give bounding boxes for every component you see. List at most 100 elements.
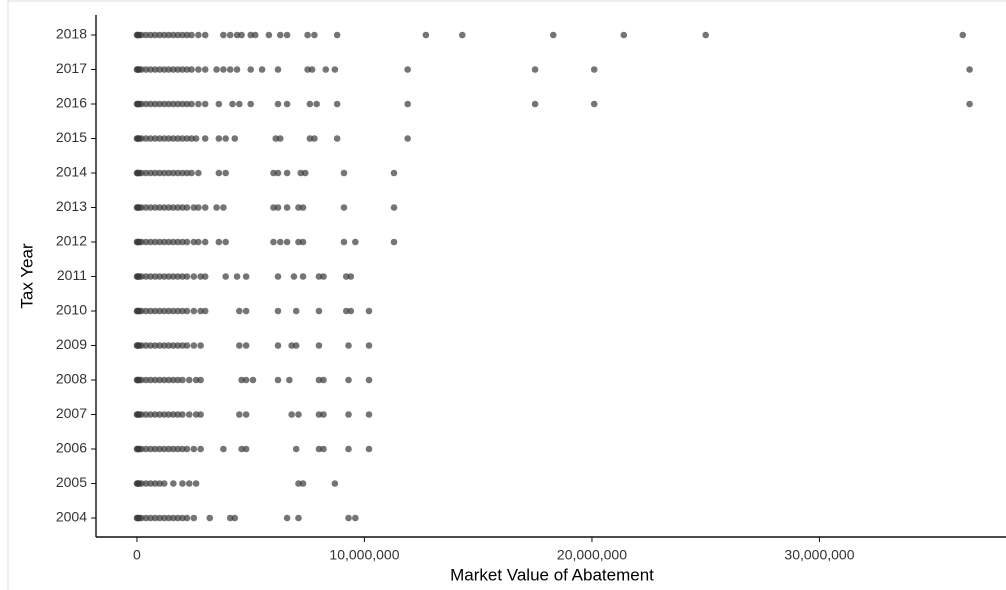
point xyxy=(142,376,150,384)
point xyxy=(188,169,195,177)
point xyxy=(197,376,204,384)
point xyxy=(142,445,150,453)
point xyxy=(165,307,173,315)
point xyxy=(190,238,198,246)
point xyxy=(308,66,316,73)
point xyxy=(165,31,173,39)
point xyxy=(156,273,163,280)
point xyxy=(220,445,227,453)
point xyxy=(165,66,173,73)
point xyxy=(320,376,327,384)
point xyxy=(179,480,186,487)
point xyxy=(226,31,234,39)
point xyxy=(156,307,163,315)
point xyxy=(147,445,154,453)
point xyxy=(365,445,373,453)
y-tick-label: 2008 xyxy=(56,371,87,387)
point xyxy=(283,204,291,211)
point xyxy=(160,480,168,487)
point xyxy=(959,31,967,39)
y-tick-label: 2006 xyxy=(56,440,87,456)
point xyxy=(147,66,154,73)
point xyxy=(270,204,277,211)
point xyxy=(160,66,168,73)
point xyxy=(315,376,323,384)
point xyxy=(179,342,186,349)
point xyxy=(151,169,159,177)
point xyxy=(270,238,277,246)
point xyxy=(151,31,159,39)
point xyxy=(170,238,177,246)
point xyxy=(231,514,239,522)
point xyxy=(142,169,150,177)
point xyxy=(179,376,186,384)
point xyxy=(390,169,398,177)
point xyxy=(151,66,159,73)
point xyxy=(165,376,173,384)
point xyxy=(160,135,168,142)
point xyxy=(170,480,177,487)
point xyxy=(299,238,307,246)
point xyxy=(276,31,284,39)
point xyxy=(283,100,291,108)
point xyxy=(174,204,182,211)
point xyxy=(174,273,182,280)
point xyxy=(531,100,539,108)
point xyxy=(195,204,202,211)
point xyxy=(299,273,307,280)
point xyxy=(404,100,411,108)
point xyxy=(188,135,195,142)
point xyxy=(340,238,348,246)
point xyxy=(365,307,373,315)
point xyxy=(165,169,173,177)
point xyxy=(274,273,282,280)
point xyxy=(156,411,163,418)
point xyxy=(147,204,154,211)
point xyxy=(142,66,150,73)
point xyxy=(201,66,209,73)
point xyxy=(170,445,177,453)
point xyxy=(201,31,209,39)
point xyxy=(160,169,168,177)
point xyxy=(345,514,352,522)
point xyxy=(258,66,266,73)
point xyxy=(170,376,177,384)
point xyxy=(404,66,411,73)
point xyxy=(238,31,245,39)
point xyxy=(283,169,291,177)
point xyxy=(160,514,168,522)
point xyxy=(142,480,150,487)
point xyxy=(174,135,182,142)
x-tick-label: 0 xyxy=(133,547,141,563)
point xyxy=(183,31,191,39)
point xyxy=(347,307,355,315)
point xyxy=(320,445,327,453)
point xyxy=(188,100,195,108)
point xyxy=(174,31,182,39)
point xyxy=(170,66,177,73)
point xyxy=(347,273,355,280)
point xyxy=(160,31,168,39)
y-tick-label: 2015 xyxy=(56,129,87,145)
point xyxy=(274,376,282,384)
point xyxy=(142,411,150,418)
point xyxy=(238,376,245,384)
point xyxy=(147,238,154,246)
point xyxy=(192,480,200,487)
point xyxy=(215,135,223,142)
point xyxy=(151,445,159,453)
point xyxy=(247,31,254,39)
point xyxy=(138,100,145,108)
point xyxy=(297,169,305,177)
point xyxy=(197,411,204,418)
point xyxy=(390,204,398,211)
point xyxy=(236,411,243,418)
point xyxy=(213,204,220,211)
point xyxy=(183,100,191,108)
point xyxy=(333,100,341,108)
point xyxy=(288,342,295,349)
point xyxy=(274,342,282,349)
point xyxy=(229,100,236,108)
point xyxy=(147,480,154,487)
point xyxy=(226,514,234,522)
